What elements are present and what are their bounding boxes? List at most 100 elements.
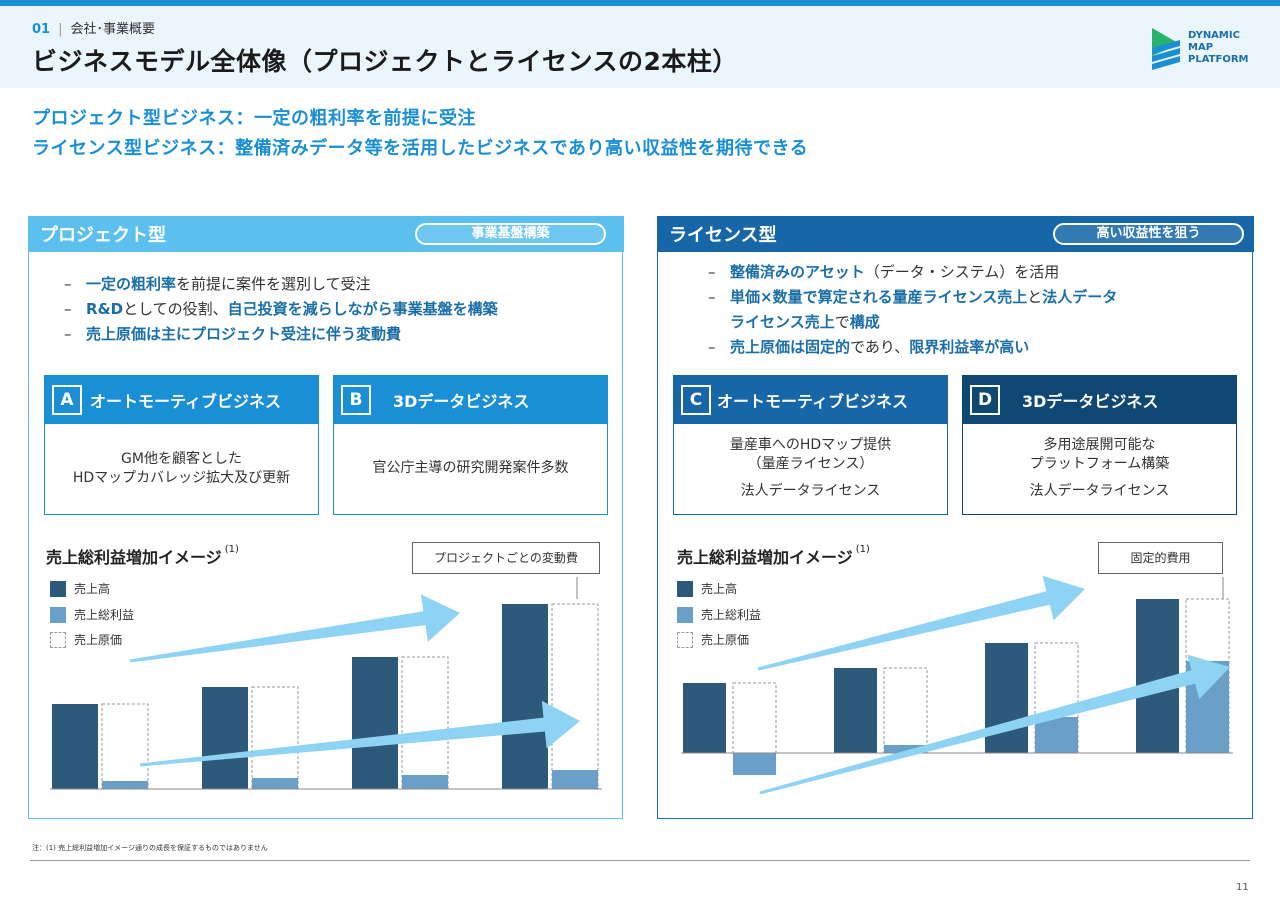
card-d-3d-data: D 3Dデータビジネス 多用途展開可能な プラットフォーム構築 法人データライセ…	[962, 375, 1237, 515]
sales-growth-arrow	[129, 594, 461, 663]
lead-line-license: ライセンス型ビジネス：整備済みデータ等を活用したビジネスであり高い収益性を期待で…	[32, 138, 809, 159]
section-name: 会社･事業概要	[70, 22, 155, 37]
legend-label-gross-profit-2: 売上総利益	[701, 608, 762, 622]
footnote: 注：(1) 売上総利益増加イメージ通りの成長を保証するものではありません	[32, 844, 268, 852]
legend-swatch-cost	[50, 632, 66, 648]
card-c-automotive: C オートモーティブビジネス 量産車へのHDマップ提供 （量産ライセンス） 法人…	[673, 375, 948, 515]
gross-profit-bar	[252, 778, 298, 789]
license-bullet-2-continued: ライセンス売上で構成	[708, 310, 1117, 335]
legend-label-cost: 売上原価	[74, 633, 123, 647]
license-bar-chart	[681, 575, 1233, 795]
section-label: 01 | 会社･事業概要	[32, 18, 155, 37]
cost-bar	[551, 603, 599, 790]
legend-swatch-cost-2	[677, 632, 693, 648]
sales-bar	[352, 657, 398, 789]
bullet-segment: としての役割、	[123, 300, 228, 318]
project-bullets: 一定の粗利率を前提に案件を選別して受注 R&Dとしての役割、自己投資を減らしなが…	[64, 272, 498, 347]
bullet-segment: であり、	[850, 338, 910, 356]
license-callout-fixed-cost: 固定的費用	[1098, 542, 1223, 574]
bullet-segment: で	[834, 313, 850, 331]
card-b-3d-data: B 3Dデータビジネス 官公庁主導の研究開発案件多数	[333, 375, 608, 515]
card-c-header: C オートモーティブビジネス	[673, 375, 948, 424]
page-number: 11	[1236, 882, 1249, 893]
license-bullets: 整備済みのアセット（データ・システム）を活用 単価×数量で算定される量産ライセン…	[708, 260, 1117, 360]
cost-bar	[251, 686, 299, 790]
bullet-segment: 売上原価は固定的	[730, 338, 851, 356]
cost-bar	[883, 667, 928, 754]
gross-profit-growth-arrow	[759, 654, 1230, 795]
card-a-automotive: A オートモーティブビジネス GM他を顧客とした HDマップカバレッジ拡大及び更…	[44, 375, 319, 515]
legend-label-sales-2: 売上高	[701, 582, 738, 596]
project-bullet-3: 売上原価は主にプロジェクト受注に伴う変動費	[64, 322, 498, 347]
bullet-segment: 法人データ	[1042, 288, 1118, 306]
card-a-line-2: HDマップカバレッジ拡大及び更新	[72, 470, 291, 486]
gross-profit-bar	[884, 745, 927, 753]
bullet-segment: 単価×数量で算定される量産ライセンス売上	[730, 288, 1028, 306]
project-bullet-2: R&Dとしての役割、自己投資を減らしながら事業基盤を構築	[64, 297, 498, 322]
legend-label-sales: 売上高	[74, 582, 111, 596]
card-c-line-1: 量産車へのHDマップ提供	[729, 437, 892, 453]
sales-bar	[52, 704, 98, 789]
gross-profit-growth-arrow	[139, 700, 580, 767]
license-chart-note: (1)	[855, 544, 870, 555]
legend-swatch-gross-profit	[50, 607, 66, 623]
sales-bar	[683, 683, 726, 753]
card-c-body: 量産車へのHDマップ提供 （量産ライセンス） 法人データライセンス	[674, 436, 947, 501]
project-chart-title: 売上総利益増加イメージ (1)	[46, 544, 239, 568]
project-chart-title-text: 売上総利益増加イメージ	[46, 548, 222, 567]
sales-bar	[502, 604, 548, 789]
card-b-line-1: 官公庁主導の研究開発案件多数	[372, 460, 569, 476]
legend-swatch-sales-2	[677, 581, 693, 597]
bullet-segment: と	[1027, 288, 1043, 306]
license-panel-pill: 高い収益性を狙う	[1053, 223, 1244, 245]
lead-line-project: プロジェクト型ビジネス：一定の粗利率を前提に受注	[32, 108, 476, 129]
sales-growth-arrow	[757, 575, 1085, 671]
legend-swatch-gross-profit-2	[677, 607, 693, 623]
bullet-segment: 構成	[849, 313, 880, 331]
project-chart-note: (1)	[224, 544, 239, 555]
logo-line-3: PLATFORM	[1188, 54, 1249, 65]
bullet-segment: 限界利益率が高い	[909, 338, 1030, 356]
project-panel-header: プロジェクト型 事業基盤構築	[28, 216, 624, 252]
top-accent-bar	[0, 0, 1280, 6]
card-b-letter: B	[341, 385, 371, 415]
cost-bar	[401, 656, 449, 790]
logo-line-2: MAP	[1188, 42, 1214, 53]
legend-swatch-sales	[50, 581, 66, 597]
card-c-title: オートモーティブビジネス	[717, 392, 909, 411]
bullet-segment: を前提に案件を選別して受注	[176, 275, 371, 293]
bullet-segment: 売上原価は主にプロジェクト受注に伴う変動費	[86, 325, 402, 343]
card-d-line-2: プラットフォーム構築	[1029, 456, 1170, 472]
card-a-header: A オートモーティブビジネス	[44, 375, 319, 424]
card-c-line-3: 法人データライセンス	[740, 483, 881, 499]
cost-bar	[101, 703, 149, 790]
gross-profit-bar	[1035, 717, 1078, 753]
license-chart-title-text: 売上総利益増加イメージ	[677, 548, 853, 567]
license-bullet-3: 売上原価は固定的であり、限界利益率が高い	[708, 335, 1117, 360]
bullet-segment: R&D	[86, 300, 124, 318]
sales-bar	[834, 668, 877, 753]
bullet-segment: 整備済みのアセット	[730, 263, 865, 281]
card-b-title: 3Dデータビジネス	[393, 392, 530, 411]
project-panel-pill: 事業基盤構築	[415, 223, 606, 245]
license-bullet-1: 整備済みのアセット（データ・システム）を活用	[708, 260, 1117, 285]
card-a-line-1: GM他を顧客とした	[121, 451, 242, 467]
footer-divider	[30, 860, 1250, 861]
card-d-header: D 3Dデータビジネス	[962, 375, 1237, 424]
card-d-title: 3Dデータビジネス	[1022, 392, 1159, 411]
section-number: 01	[32, 22, 51, 37]
project-panel-title: プロジェクト型	[40, 225, 166, 246]
card-d-line-3: 法人データライセンス	[1029, 483, 1170, 499]
license-chart-title: 売上総利益増加イメージ (1)	[677, 544, 870, 568]
card-c-line-2: （量産ライセンス）	[747, 456, 874, 472]
cost-bar	[1034, 642, 1079, 754]
card-d-letter: D	[970, 385, 1000, 415]
gross-profit-bar	[552, 770, 598, 789]
bullet-segment: 自己投資を減らしながら事業基盤を構築	[227, 300, 498, 318]
gross-profit-bar	[102, 781, 148, 789]
license-panel-title: ライセンス型	[669, 225, 777, 246]
license-panel-header: ライセンス型 高い収益性を狙う	[657, 216, 1254, 252]
legend-label-cost-2: 売上原価	[701, 633, 750, 647]
card-d-body: 多用途展開可能な プラットフォーム構築 法人データライセンス	[963, 436, 1236, 501]
project-panel: プロジェクト型 事業基盤構築	[28, 216, 624, 819]
